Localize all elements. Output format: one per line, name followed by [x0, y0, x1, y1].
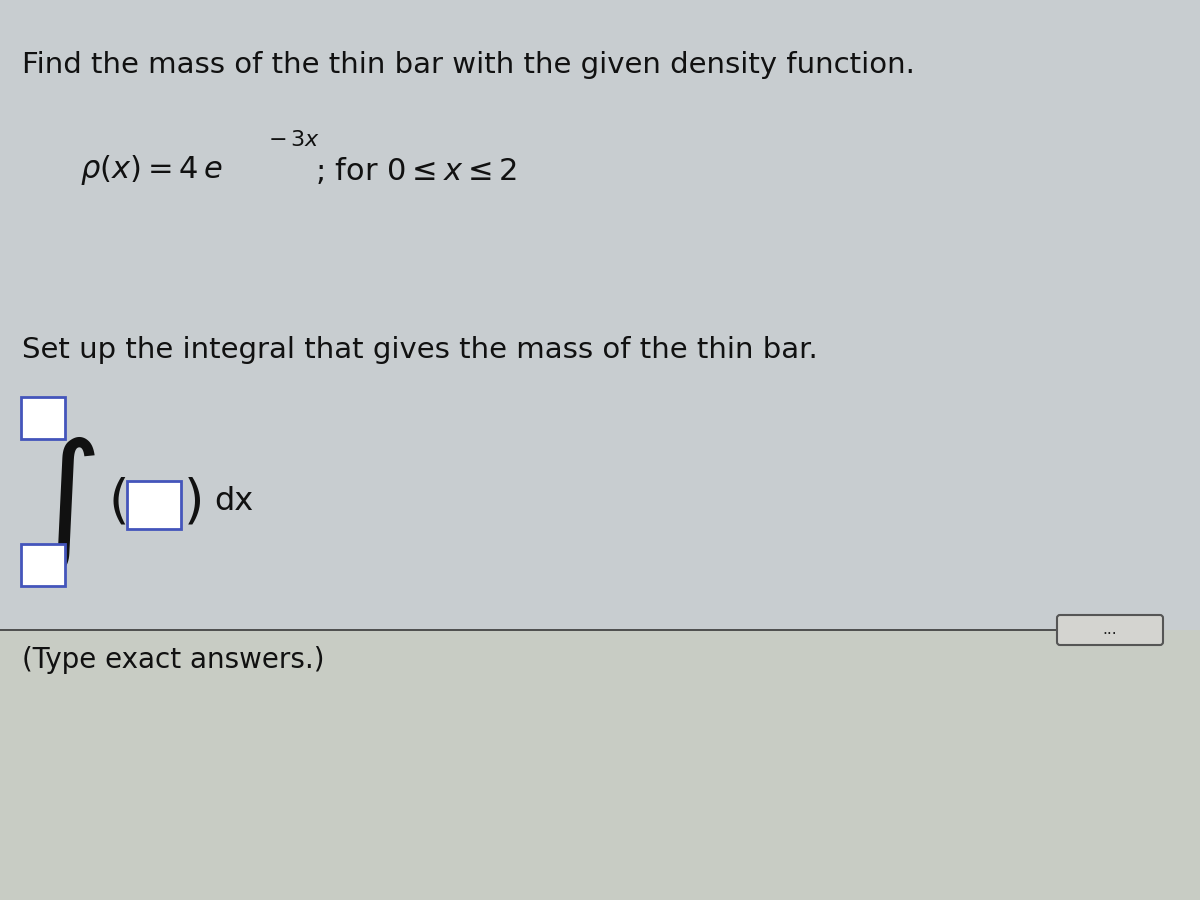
Text: (Type exact answers.): (Type exact answers.): [22, 646, 324, 674]
FancyBboxPatch shape: [22, 397, 65, 439]
Text: $\rho(x) = 4\,e$: $\rho(x) = 4\,e$: [80, 153, 222, 187]
Text: ; for $0 \leq x \leq 2$: ; for $0 \leq x \leq 2$: [314, 155, 517, 185]
FancyBboxPatch shape: [22, 544, 65, 586]
Bar: [0, 630, 1200, 900]
Text: $\int$: $\int$: [28, 435, 96, 575]
FancyBboxPatch shape: [127, 481, 181, 529]
FancyBboxPatch shape: [1057, 615, 1163, 645]
Text: ...: ...: [1103, 623, 1117, 637]
Text: $)$: $)$: [182, 476, 202, 528]
Bar: [0, 0, 1200, 630]
Text: Set up the integral that gives the mass of the thin bar.: Set up the integral that gives the mass …: [22, 336, 817, 364]
Text: dx: dx: [214, 487, 253, 518]
Text: $-\,3x$: $-\,3x$: [268, 130, 319, 150]
Text: Find the mass of the thin bar with the given density function.: Find the mass of the thin bar with the g…: [22, 51, 914, 79]
Text: $($: $($: [108, 476, 126, 528]
